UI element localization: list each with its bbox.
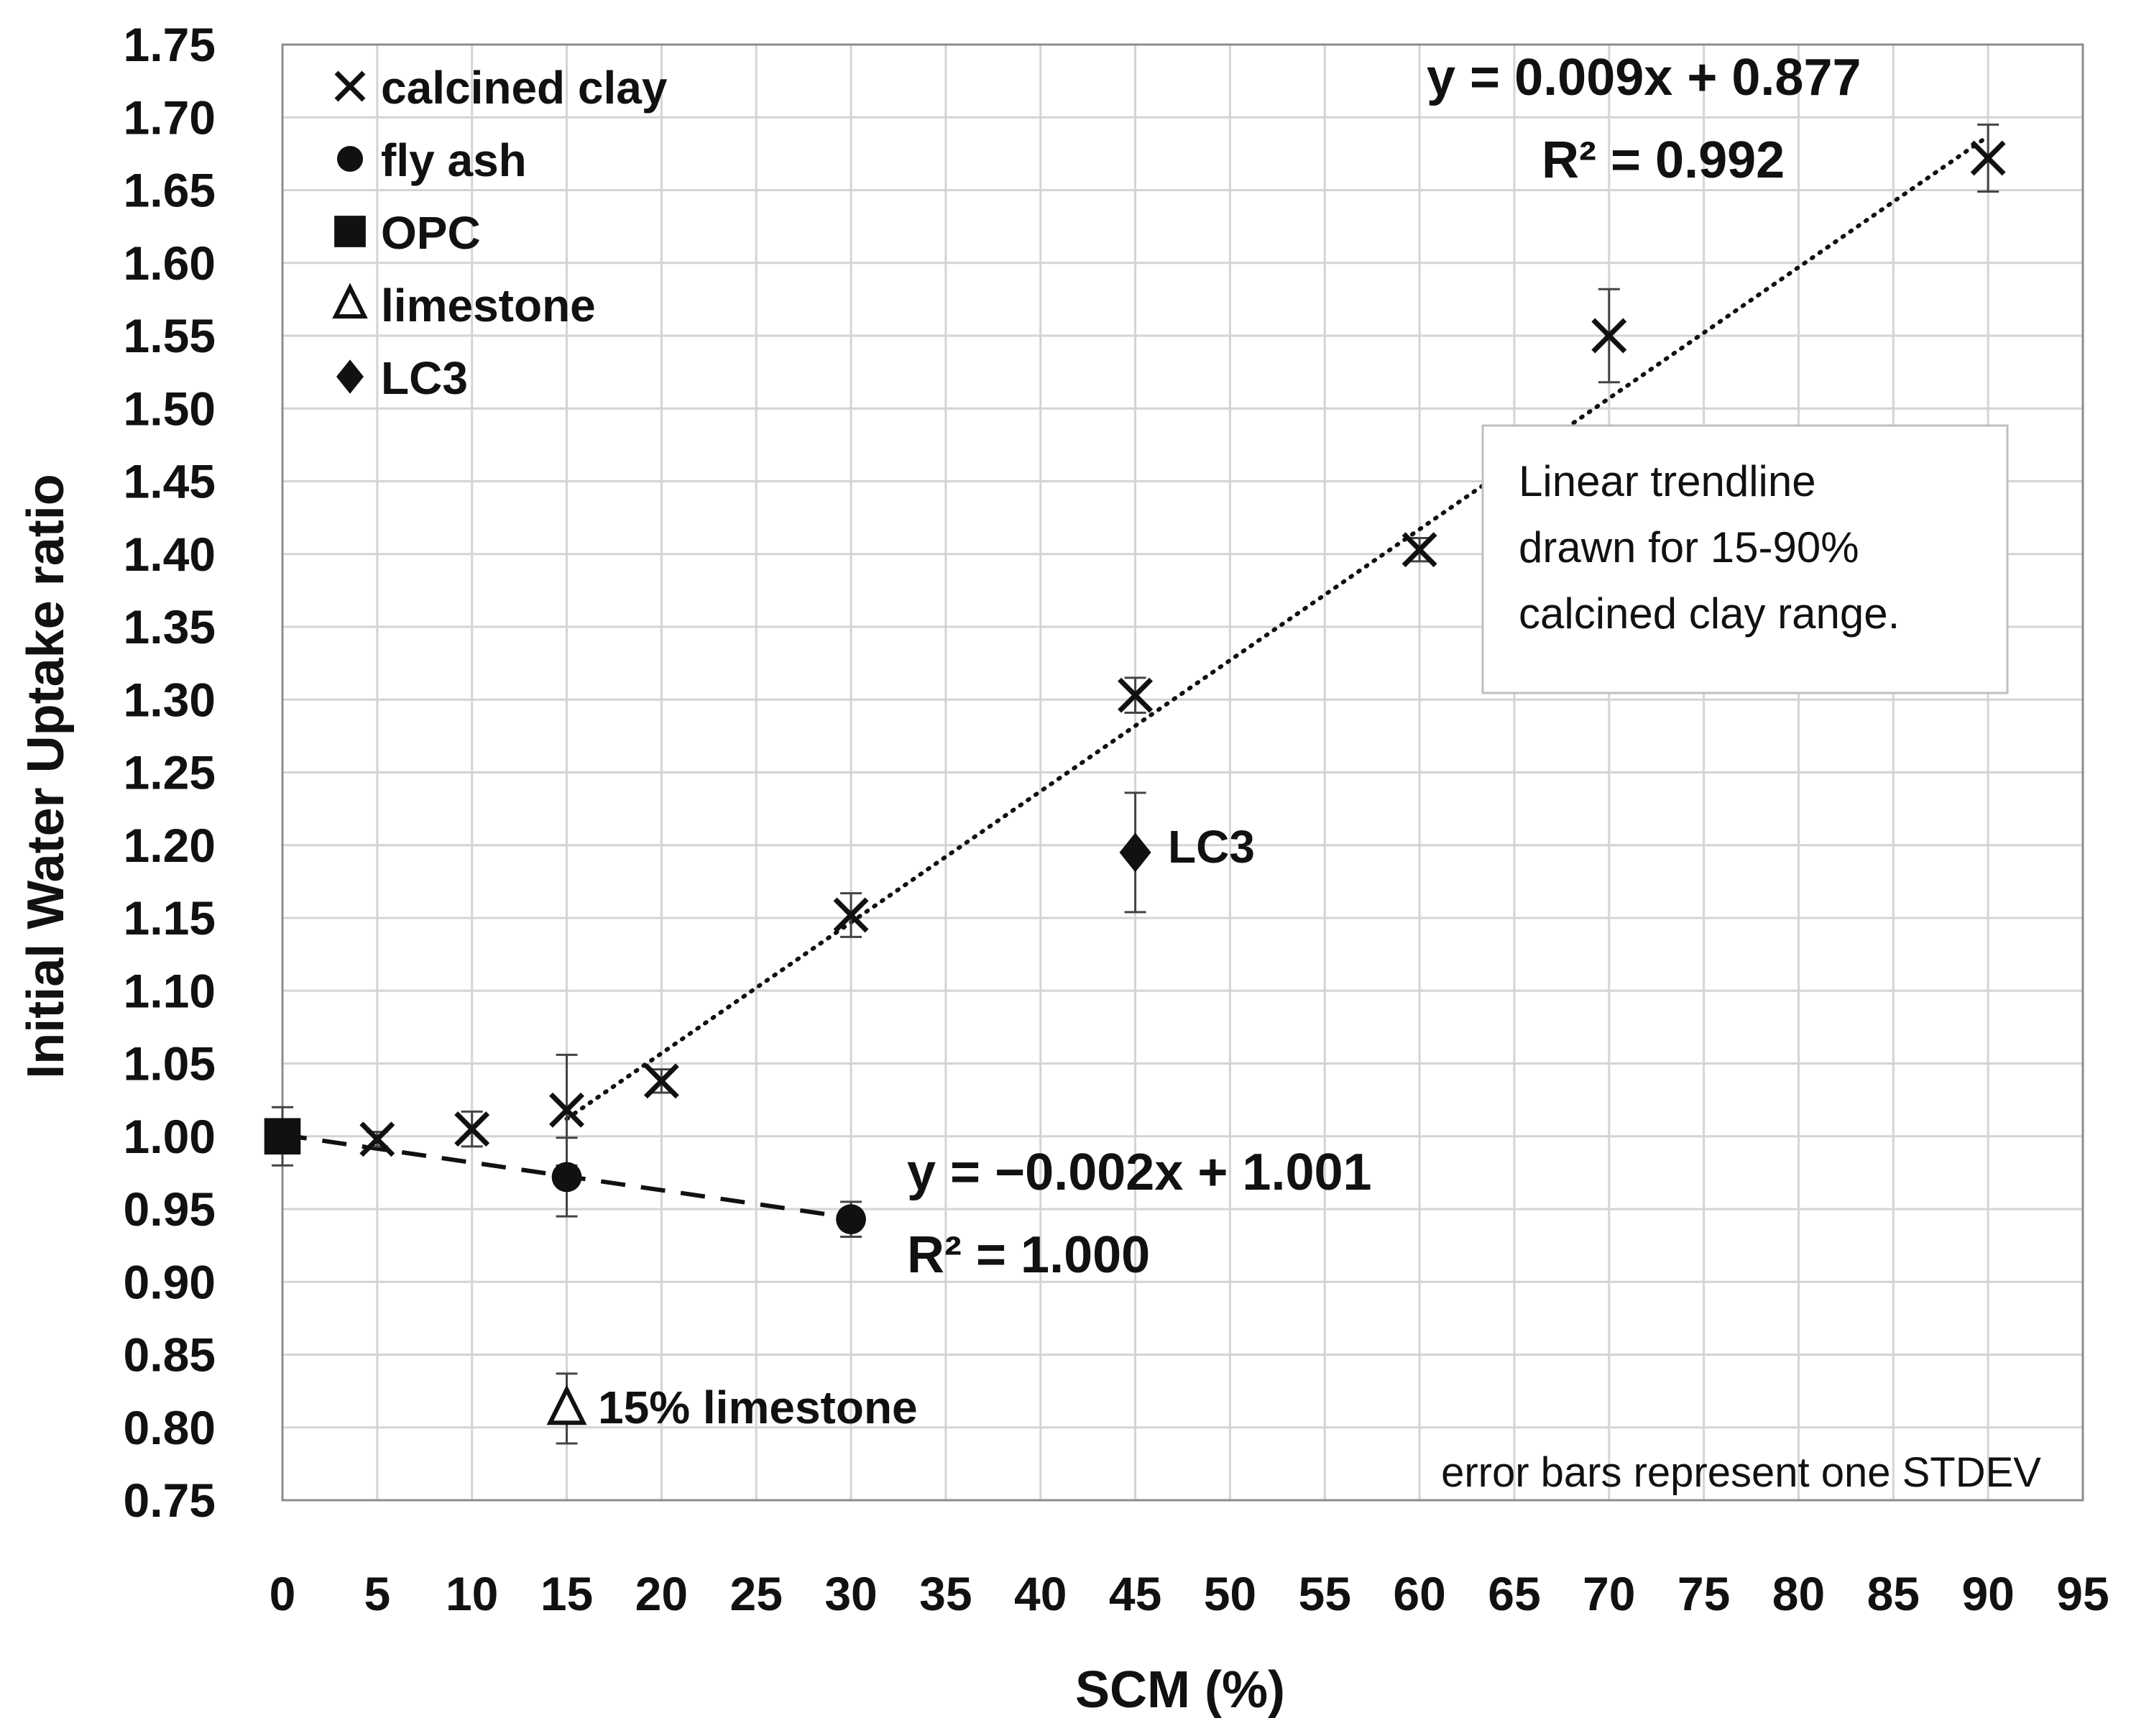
calcined-clay-marker (643, 1063, 679, 1099)
y-tick-label: 1.65 (124, 164, 216, 217)
error-bar-note: error bars represent one STDEV (1441, 1449, 2041, 1496)
y-tick-label: 1.10 (124, 964, 216, 1017)
legend: calcined clay fly ash OPC limestone LC3 (332, 62, 668, 404)
x-tick-label: 90 (1961, 1567, 2014, 1620)
legend-lc3-symbol (336, 359, 364, 394)
legend-opc-label: OPC (381, 207, 481, 259)
y-tick-label: 1.20 (124, 819, 216, 872)
x-tick-label: 5 (364, 1567, 390, 1620)
x-tick-label: 20 (635, 1567, 688, 1620)
y-tick-label: 1.45 (124, 455, 216, 508)
x-tick-label: 25 (729, 1567, 782, 1620)
opc-marker (264, 1118, 301, 1155)
fly-ash-trend-equation: y = −0.002x + 1.001 (907, 1144, 1372, 1201)
x-tick-label: 75 (1677, 1567, 1730, 1620)
legend-limestone-label: limestone (381, 280, 596, 331)
tick-labels: 0 5 10 15 20 25 30 35 40 45 50 55 60 65 70 75 80 85 90 95 0.… (124, 18, 2109, 1620)
x-tick-label: 10 (446, 1567, 498, 1620)
data-markers (264, 140, 2006, 1425)
calcined-clay-marker (1118, 677, 1154, 713)
legend-calcined-clay-label: calcined clay (381, 62, 668, 114)
fly-ash-marker (836, 1204, 866, 1235)
trendline-note-box: Linear trendline drawn for 15-90% calcin… (1481, 424, 2009, 694)
x-tick-label: 40 (1014, 1567, 1067, 1620)
legend-lc3-label: LC3 (381, 352, 468, 404)
note-line-2: drawn for 15-90% (1519, 523, 1859, 571)
y-tick-label: 0.75 (124, 1474, 216, 1527)
limestone-point-label: 15% limestone (598, 1382, 918, 1433)
y-tick-label: 1.15 (124, 891, 216, 945)
y-tick-label: 1.05 (124, 1037, 216, 1090)
y-tick-label: 1.00 (124, 1110, 216, 1163)
x-tick-label: 65 (1488, 1567, 1540, 1620)
calcined-clay-marker (1591, 318, 1627, 354)
y-tick-label: 0.95 (124, 1182, 216, 1236)
x-tick-label: 55 (1299, 1567, 1351, 1620)
legend-limestone-symbol (332, 283, 368, 319)
x-tick-label: 85 (1867, 1567, 1920, 1620)
plot-frame (281, 43, 2084, 1502)
grid (281, 43, 2084, 1502)
y-tick-label: 1.55 (124, 309, 216, 362)
y-tick-label: 0.85 (124, 1328, 216, 1382)
x-tick-label: 30 (824, 1567, 877, 1620)
calcined-clay-trendline (564, 134, 1991, 1121)
calcined-clay-marker (1970, 140, 2006, 176)
calcined-clay-marker (549, 1092, 585, 1128)
legend-opc-symbol (334, 216, 366, 247)
calcined-clay-marker (833, 897, 869, 933)
y-tick-label: 1.40 (124, 528, 216, 581)
x-tick-label: 15 (540, 1567, 593, 1620)
x-tick-label: 0 (270, 1567, 296, 1620)
legend-fly-ash-symbol (336, 145, 364, 173)
x-axis-title: SCM (%) (1075, 1661, 1285, 1719)
x-tick-label: 80 (1772, 1567, 1825, 1620)
calcined-clay-marker (1402, 532, 1437, 568)
y-tick-label: 1.75 (124, 18, 216, 71)
legend-calcined-clay-symbol (334, 70, 366, 102)
y-tick-label: 1.25 (124, 746, 216, 799)
x-tick-label: 60 (1393, 1567, 1445, 1620)
calcined-clay-marker (454, 1111, 490, 1147)
calcined-clay-marker (359, 1121, 395, 1157)
y-tick-label: 1.60 (124, 236, 216, 290)
x-tick-label: 95 (2056, 1567, 2109, 1620)
note-line-1: Linear trendline (1519, 457, 1816, 505)
lc3-point-label: LC3 (1168, 821, 1255, 873)
calcined-clay-trend-r2: R² = 0.992 (1542, 132, 1785, 189)
y-tick-label: 0.90 (124, 1255, 216, 1308)
calcined-clay-trend-equation: y = 0.009x + 0.877 (1427, 49, 1861, 106)
x-tick-label: 35 (919, 1567, 972, 1620)
fly-ash-marker (551, 1162, 582, 1193)
y-tick-label: 1.70 (124, 91, 216, 144)
y-tick-label: 0.80 (124, 1401, 216, 1454)
note-line-3: calcined clay range. (1519, 589, 1900, 638)
y-axis-title: Initial Water Uptake ratio (17, 474, 75, 1079)
x-tick-label: 45 (1109, 1567, 1161, 1620)
lc3-marker (1119, 832, 1151, 873)
fly-ash-trend-r2: R² = 1.000 (907, 1226, 1150, 1284)
legend-fly-ash-label: fly ash (381, 134, 527, 186)
x-tick-label: 70 (1583, 1567, 1635, 1620)
note-box-frame (1481, 424, 2009, 694)
y-tick-label: 1.30 (124, 673, 216, 726)
y-tick-label: 1.50 (124, 382, 216, 435)
y-tick-label: 1.35 (124, 600, 216, 653)
x-tick-label: 50 (1204, 1567, 1256, 1620)
limestone-marker (546, 1384, 587, 1425)
